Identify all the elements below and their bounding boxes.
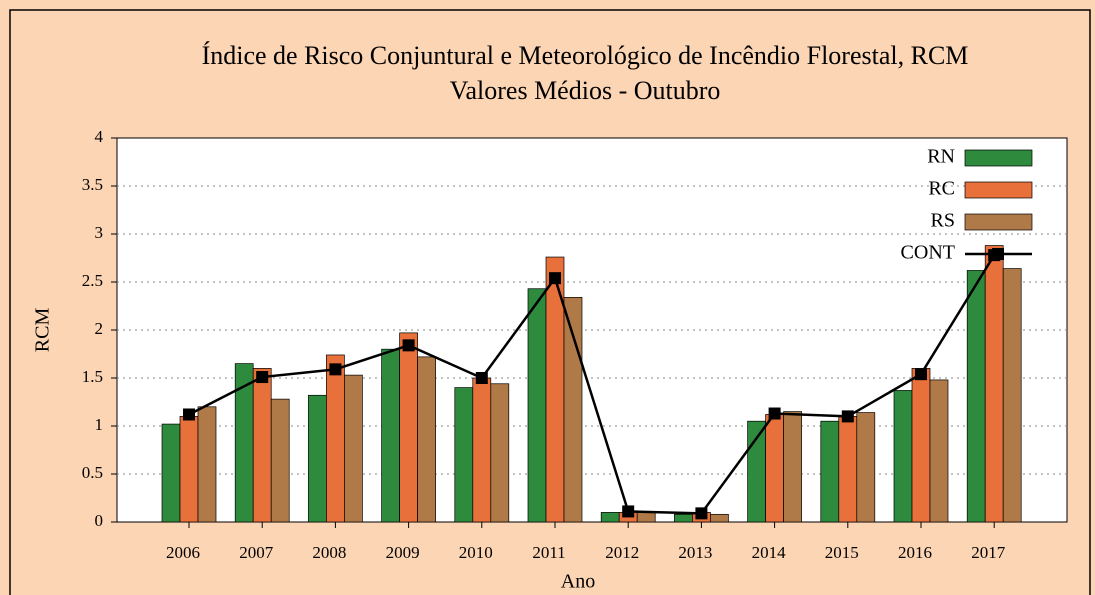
- bar: [417, 356, 436, 523]
- bar: [399, 332, 418, 523]
- marker: [841, 410, 854, 423]
- x-tick-label: 2013: [678, 543, 712, 562]
- y-tick-label: 2.5: [82, 271, 103, 290]
- bar: [600, 512, 620, 523]
- x-tick-label: 2014: [752, 543, 787, 562]
- y-tick-label: 0.5: [82, 463, 103, 482]
- bar: [893, 390, 913, 523]
- y-tick-label: 2: [95, 319, 104, 338]
- bar: [765, 414, 784, 523]
- x-tick-label: 2009: [386, 543, 420, 562]
- bar: [966, 270, 986, 523]
- x-axis-label: Ano: [561, 571, 595, 593]
- legend-label: RN: [927, 146, 955, 168]
- marker: [695, 507, 708, 520]
- bar: [838, 416, 858, 523]
- frame: [9, 9, 1091, 595]
- marker: [915, 368, 927, 381]
- bar: [344, 374, 363, 523]
- bar: [820, 420, 840, 523]
- legend-label: CONT: [901, 242, 955, 264]
- y-tick-label: 0: [95, 511, 104, 530]
- marker: [768, 407, 781, 420]
- marker: [183, 408, 195, 421]
- legend-swatch: [964, 149, 1033, 167]
- bar: [563, 297, 583, 523]
- chart-subtitle: Valores Médios - Outubro: [450, 76, 721, 105]
- y-tick-label: 1.5: [82, 367, 103, 386]
- bar: [1002, 268, 1022, 523]
- y-tick-label: 1: [95, 415, 104, 434]
- bar: [381, 348, 400, 523]
- legend-swatch: [964, 213, 1033, 231]
- y-tick-label: 3.5: [82, 175, 103, 194]
- bar: [490, 383, 510, 523]
- bar: [929, 379, 949, 523]
- x-tick-label: 2012: [605, 543, 639, 562]
- marker: [549, 272, 561, 285]
- x-tick-label: 2008: [312, 543, 346, 562]
- bar: [984, 245, 1004, 523]
- bar: [270, 398, 290, 523]
- legend-label: RS: [931, 210, 955, 232]
- x-tick-label: 2017: [971, 543, 1006, 562]
- legend-swatch: [964, 181, 1033, 199]
- bar: [472, 377, 492, 523]
- bar: [783, 411, 802, 523]
- bar: [454, 387, 474, 523]
- y-tick-label: 3: [95, 223, 104, 242]
- bar: [161, 423, 181, 523]
- x-tick-label: 2010: [459, 543, 493, 562]
- bar: [252, 368, 272, 523]
- bar: [674, 513, 693, 523]
- marker: [475, 372, 488, 384]
- x-tick-label: 2007: [239, 543, 274, 562]
- marker: [329, 363, 342, 376]
- x-tick-label: 2016: [898, 543, 932, 562]
- bar: [308, 394, 327, 523]
- legend-marker: [992, 248, 1004, 260]
- x-tick-label: 2006: [166, 543, 200, 562]
- y-tick-label: 4: [95, 127, 104, 146]
- bar: [856, 412, 876, 523]
- bar: [326, 354, 345, 523]
- line: [188, 254, 996, 515]
- x-tick-label: 2015: [825, 543, 859, 562]
- marker: [256, 371, 269, 384]
- y-axis-label: RCM: [32, 308, 54, 353]
- marker: [402, 339, 415, 352]
- marker: [622, 505, 635, 518]
- bar: [710, 513, 729, 523]
- bar: [197, 406, 217, 523]
- bar: [636, 512, 656, 523]
- bar: [527, 288, 547, 523]
- bar: [179, 416, 199, 523]
- x-tick-label: 2011: [532, 543, 565, 562]
- bar: [911, 368, 931, 523]
- legend-label: RC: [928, 178, 955, 200]
- chart-title: Índice de Risco Conjuntural e Meteorológ…: [202, 41, 969, 70]
